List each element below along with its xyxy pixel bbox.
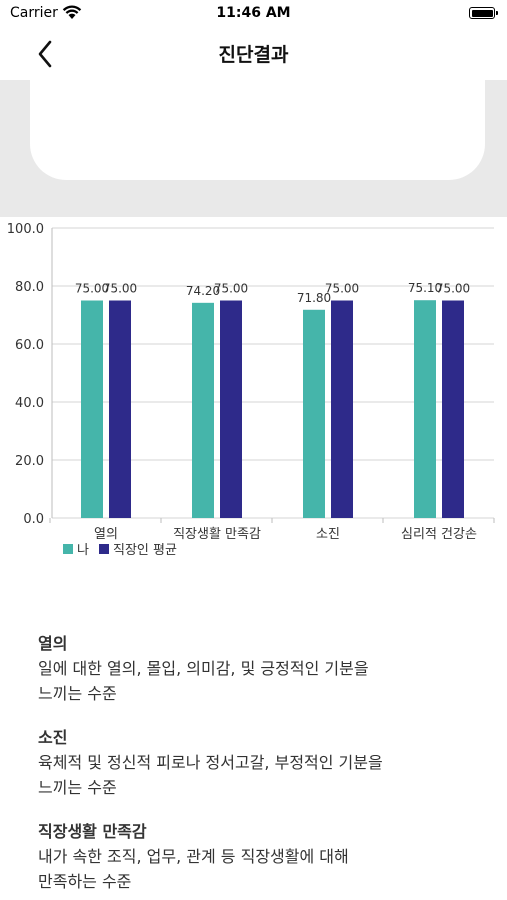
description-body: 내가 속한 조직, 업무, 관계 등 직장생활에 대해 만족하는 수준 <box>38 847 349 891</box>
bar <box>414 300 436 518</box>
legend-swatch <box>63 544 73 554</box>
bar <box>442 300 464 518</box>
y-tick-label: 20.0 <box>15 454 44 469</box>
legend-label: 직장인 평균 <box>113 543 177 558</box>
wifi-icon <box>62 5 82 19</box>
description-body: 일에 대한 열의, 몰입, 의미감, 및 긍정적인 기분을 느끼는 수준 <box>38 659 369 703</box>
status-bar: Carrier 11:46 AM <box>0 0 507 28</box>
data-label: 75.00 <box>103 282 137 296</box>
x-tick-label: 소진 <box>316 527 340 542</box>
chevron-left-icon <box>38 40 52 68</box>
bar <box>81 300 103 518</box>
description-title: 열의 <box>38 634 68 653</box>
descriptions: 열의 일에 대한 열의, 몰입, 의미감, 및 긍정적인 기분을 느끼는 수준 … <box>38 632 478 900</box>
description-body: 육체적 및 정신적 피로나 정서고갈, 부정적인 기분을 느끼는 수준 <box>38 753 383 797</box>
back-button[interactable] <box>28 34 68 74</box>
bar <box>331 300 353 518</box>
description-title: 소진 <box>38 728 68 747</box>
bar <box>220 300 242 518</box>
data-label: 74.20 <box>186 284 220 298</box>
y-tick-label: 60.0 <box>15 338 44 353</box>
page-title: 진단결과 <box>218 44 289 66</box>
data-label: 75.00 <box>325 282 359 296</box>
legend-label: 나 <box>77 543 89 558</box>
y-tick-label: 80.0 <box>15 280 44 295</box>
legend-swatch <box>99 544 109 554</box>
y-tick-label: 100.0 <box>7 222 44 237</box>
data-label: 71.80 <box>297 291 331 305</box>
data-label: 75.00 <box>75 282 109 296</box>
bar <box>303 309 325 518</box>
data-label: 75.00 <box>214 282 248 296</box>
description-item: 열의 일에 대한 열의, 몰입, 의미감, 및 긍정적인 기분을 느끼는 수준 <box>38 632 478 706</box>
status-time: 11:46 AM <box>216 5 291 21</box>
bar <box>192 302 214 518</box>
result-card <box>30 80 485 180</box>
description-title: 직장생활 만족감 <box>38 822 147 841</box>
x-tick-label: 직장생활 만족감 <box>173 527 261 542</box>
battery-icon <box>469 7 498 19</box>
data-label: 75.00 <box>436 282 470 296</box>
x-tick-label: 열의 <box>94 527 118 542</box>
y-tick-label: 0.0 <box>23 512 44 527</box>
data-label: 75.10 <box>408 281 442 295</box>
nav-bar: 진단결과 <box>0 28 507 80</box>
y-tick-label: 40.0 <box>15 396 44 411</box>
bar <box>109 300 131 518</box>
x-tick-label: 심리적 건강손 <box>401 527 477 542</box>
carrier-label: Carrier <box>10 5 58 21</box>
description-item: 직장생활 만족감 내가 속한 조직, 업무, 관계 등 직장생활에 대해 만족하… <box>38 820 478 894</box>
description-item: 소진 육체적 및 정신적 피로나 정서고갈, 부정적인 기분을 느끼는 수준 <box>38 726 478 800</box>
